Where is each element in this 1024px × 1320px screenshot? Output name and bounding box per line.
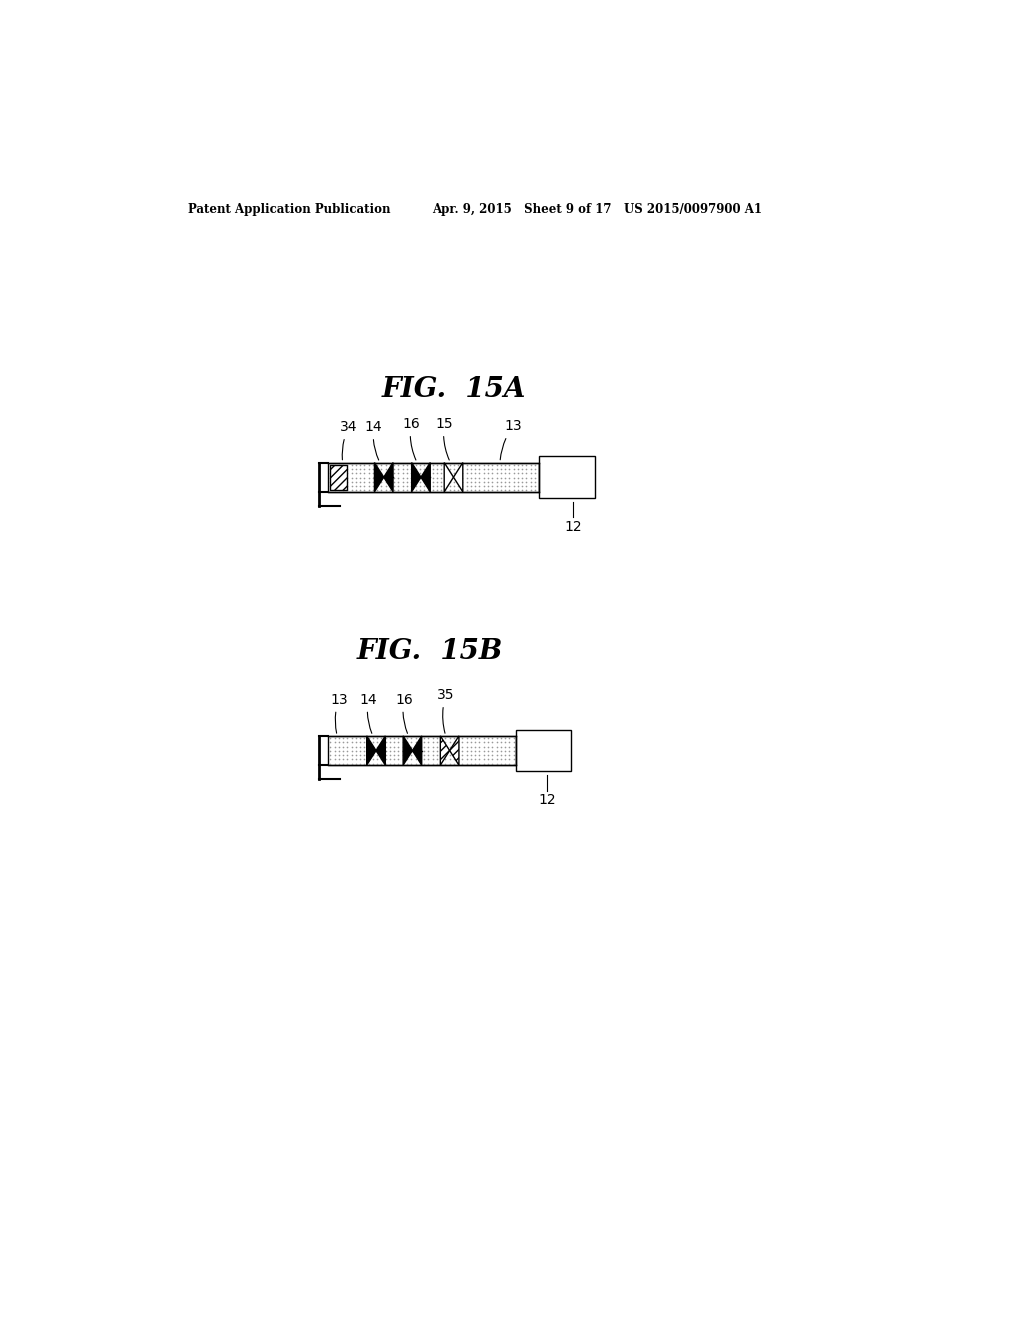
Text: US 2015/0097900 A1: US 2015/0097900 A1 (624, 203, 762, 216)
Text: 14: 14 (365, 420, 383, 461)
Polygon shape (450, 737, 459, 766)
Polygon shape (412, 462, 421, 492)
Text: 13: 13 (500, 420, 522, 459)
Text: FIG.  15B: FIG. 15B (357, 638, 504, 665)
Text: 12: 12 (539, 793, 556, 807)
Bar (328, 737, 515, 766)
Text: 16: 16 (402, 417, 420, 461)
Text: Apr. 9, 2015   Sheet 9 of 17: Apr. 9, 2015 Sheet 9 of 17 (432, 203, 612, 216)
Text: 14: 14 (359, 693, 377, 734)
Polygon shape (413, 737, 422, 766)
Text: 34: 34 (340, 420, 357, 459)
Bar (515, 730, 571, 771)
Text: 13: 13 (330, 693, 347, 733)
Text: 35: 35 (437, 688, 455, 733)
Text: 15: 15 (435, 417, 453, 461)
Polygon shape (440, 737, 450, 766)
Polygon shape (403, 737, 413, 766)
Polygon shape (384, 462, 393, 492)
Text: Patent Application Publication: Patent Application Publication (188, 203, 391, 216)
Polygon shape (375, 462, 384, 492)
Text: FIG.  15A: FIG. 15A (381, 376, 525, 403)
Polygon shape (444, 462, 454, 492)
Bar (539, 457, 595, 498)
Text: 12: 12 (564, 520, 582, 533)
Polygon shape (421, 462, 430, 492)
Bar (328, 462, 539, 492)
Polygon shape (454, 462, 463, 492)
Polygon shape (376, 737, 385, 766)
Bar (330, 465, 346, 490)
Polygon shape (367, 737, 376, 766)
Text: 16: 16 (395, 693, 413, 734)
